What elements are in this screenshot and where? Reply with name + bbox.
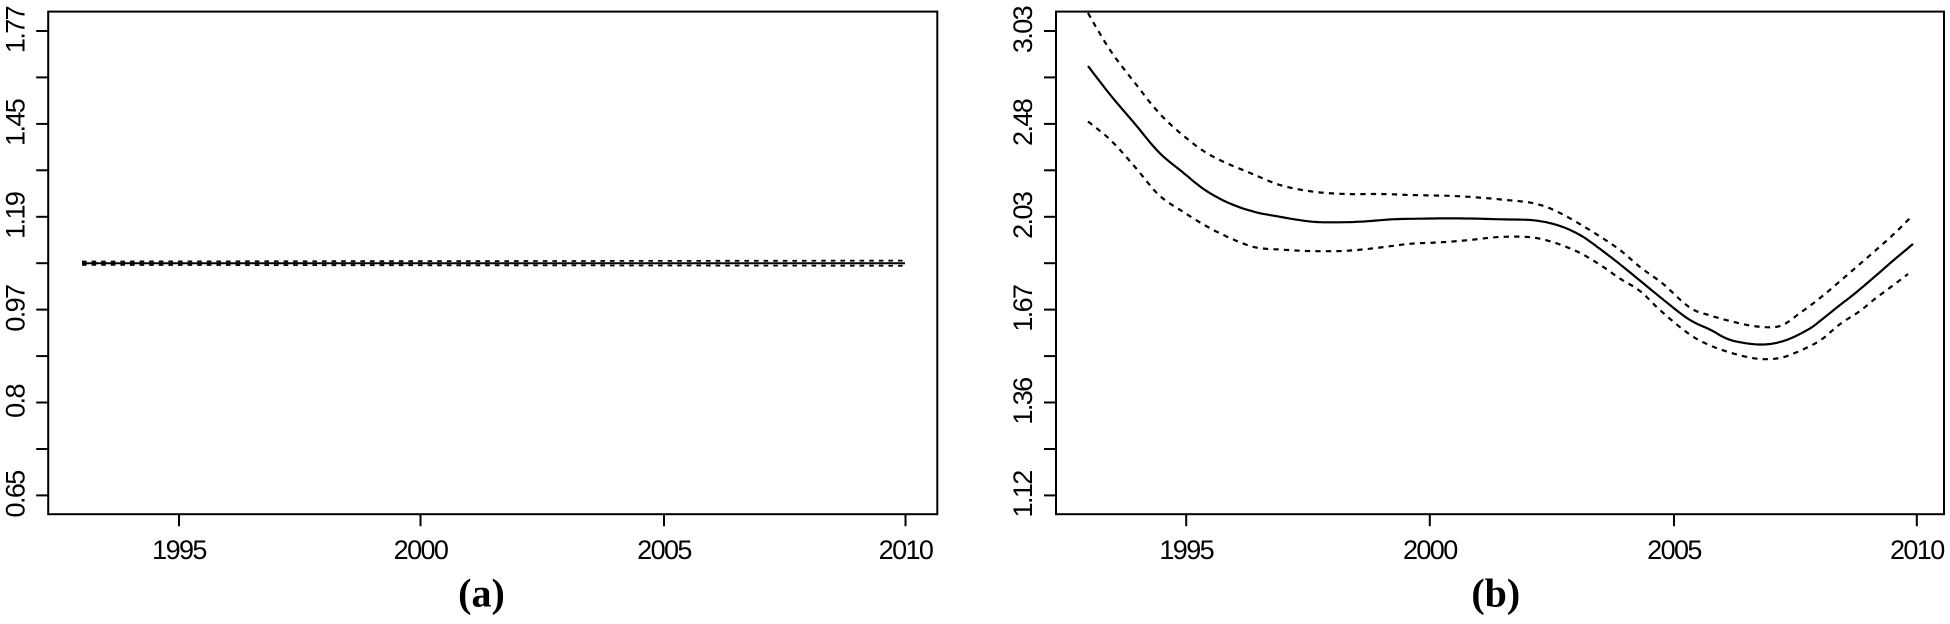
svg-text:2.48: 2.48 [1008, 99, 1038, 146]
svg-text:2000: 2000 [1403, 535, 1457, 565]
svg-text:1.77: 1.77 [0, 6, 30, 53]
svg-text:0.97: 0.97 [0, 285, 30, 332]
svg-text:2005: 2005 [1647, 535, 1701, 565]
svg-text:0.8: 0.8 [0, 385, 30, 418]
svg-text:2010: 2010 [879, 535, 933, 565]
svg-text:2010: 2010 [1890, 535, 1944, 565]
svg-text:1995: 1995 [1159, 535, 1213, 565]
svg-text:(b): (b) [1471, 571, 1520, 616]
svg-text:1.45: 1.45 [0, 99, 30, 146]
svg-text:2005: 2005 [637, 535, 691, 565]
svg-text:2.03: 2.03 [1008, 192, 1038, 239]
svg-text:1.36: 1.36 [1008, 378, 1038, 425]
svg-text:3.03: 3.03 [1008, 6, 1038, 53]
svg-text:1.12: 1.12 [1008, 471, 1038, 518]
svg-text:0.65: 0.65 [0, 471, 30, 518]
svg-text:1.67: 1.67 [1008, 285, 1038, 332]
svg-text:1995: 1995 [152, 535, 206, 565]
svg-text:2000: 2000 [394, 535, 448, 565]
svg-text:(a): (a) [458, 571, 505, 616]
svg-text:1.19: 1.19 [0, 192, 30, 239]
